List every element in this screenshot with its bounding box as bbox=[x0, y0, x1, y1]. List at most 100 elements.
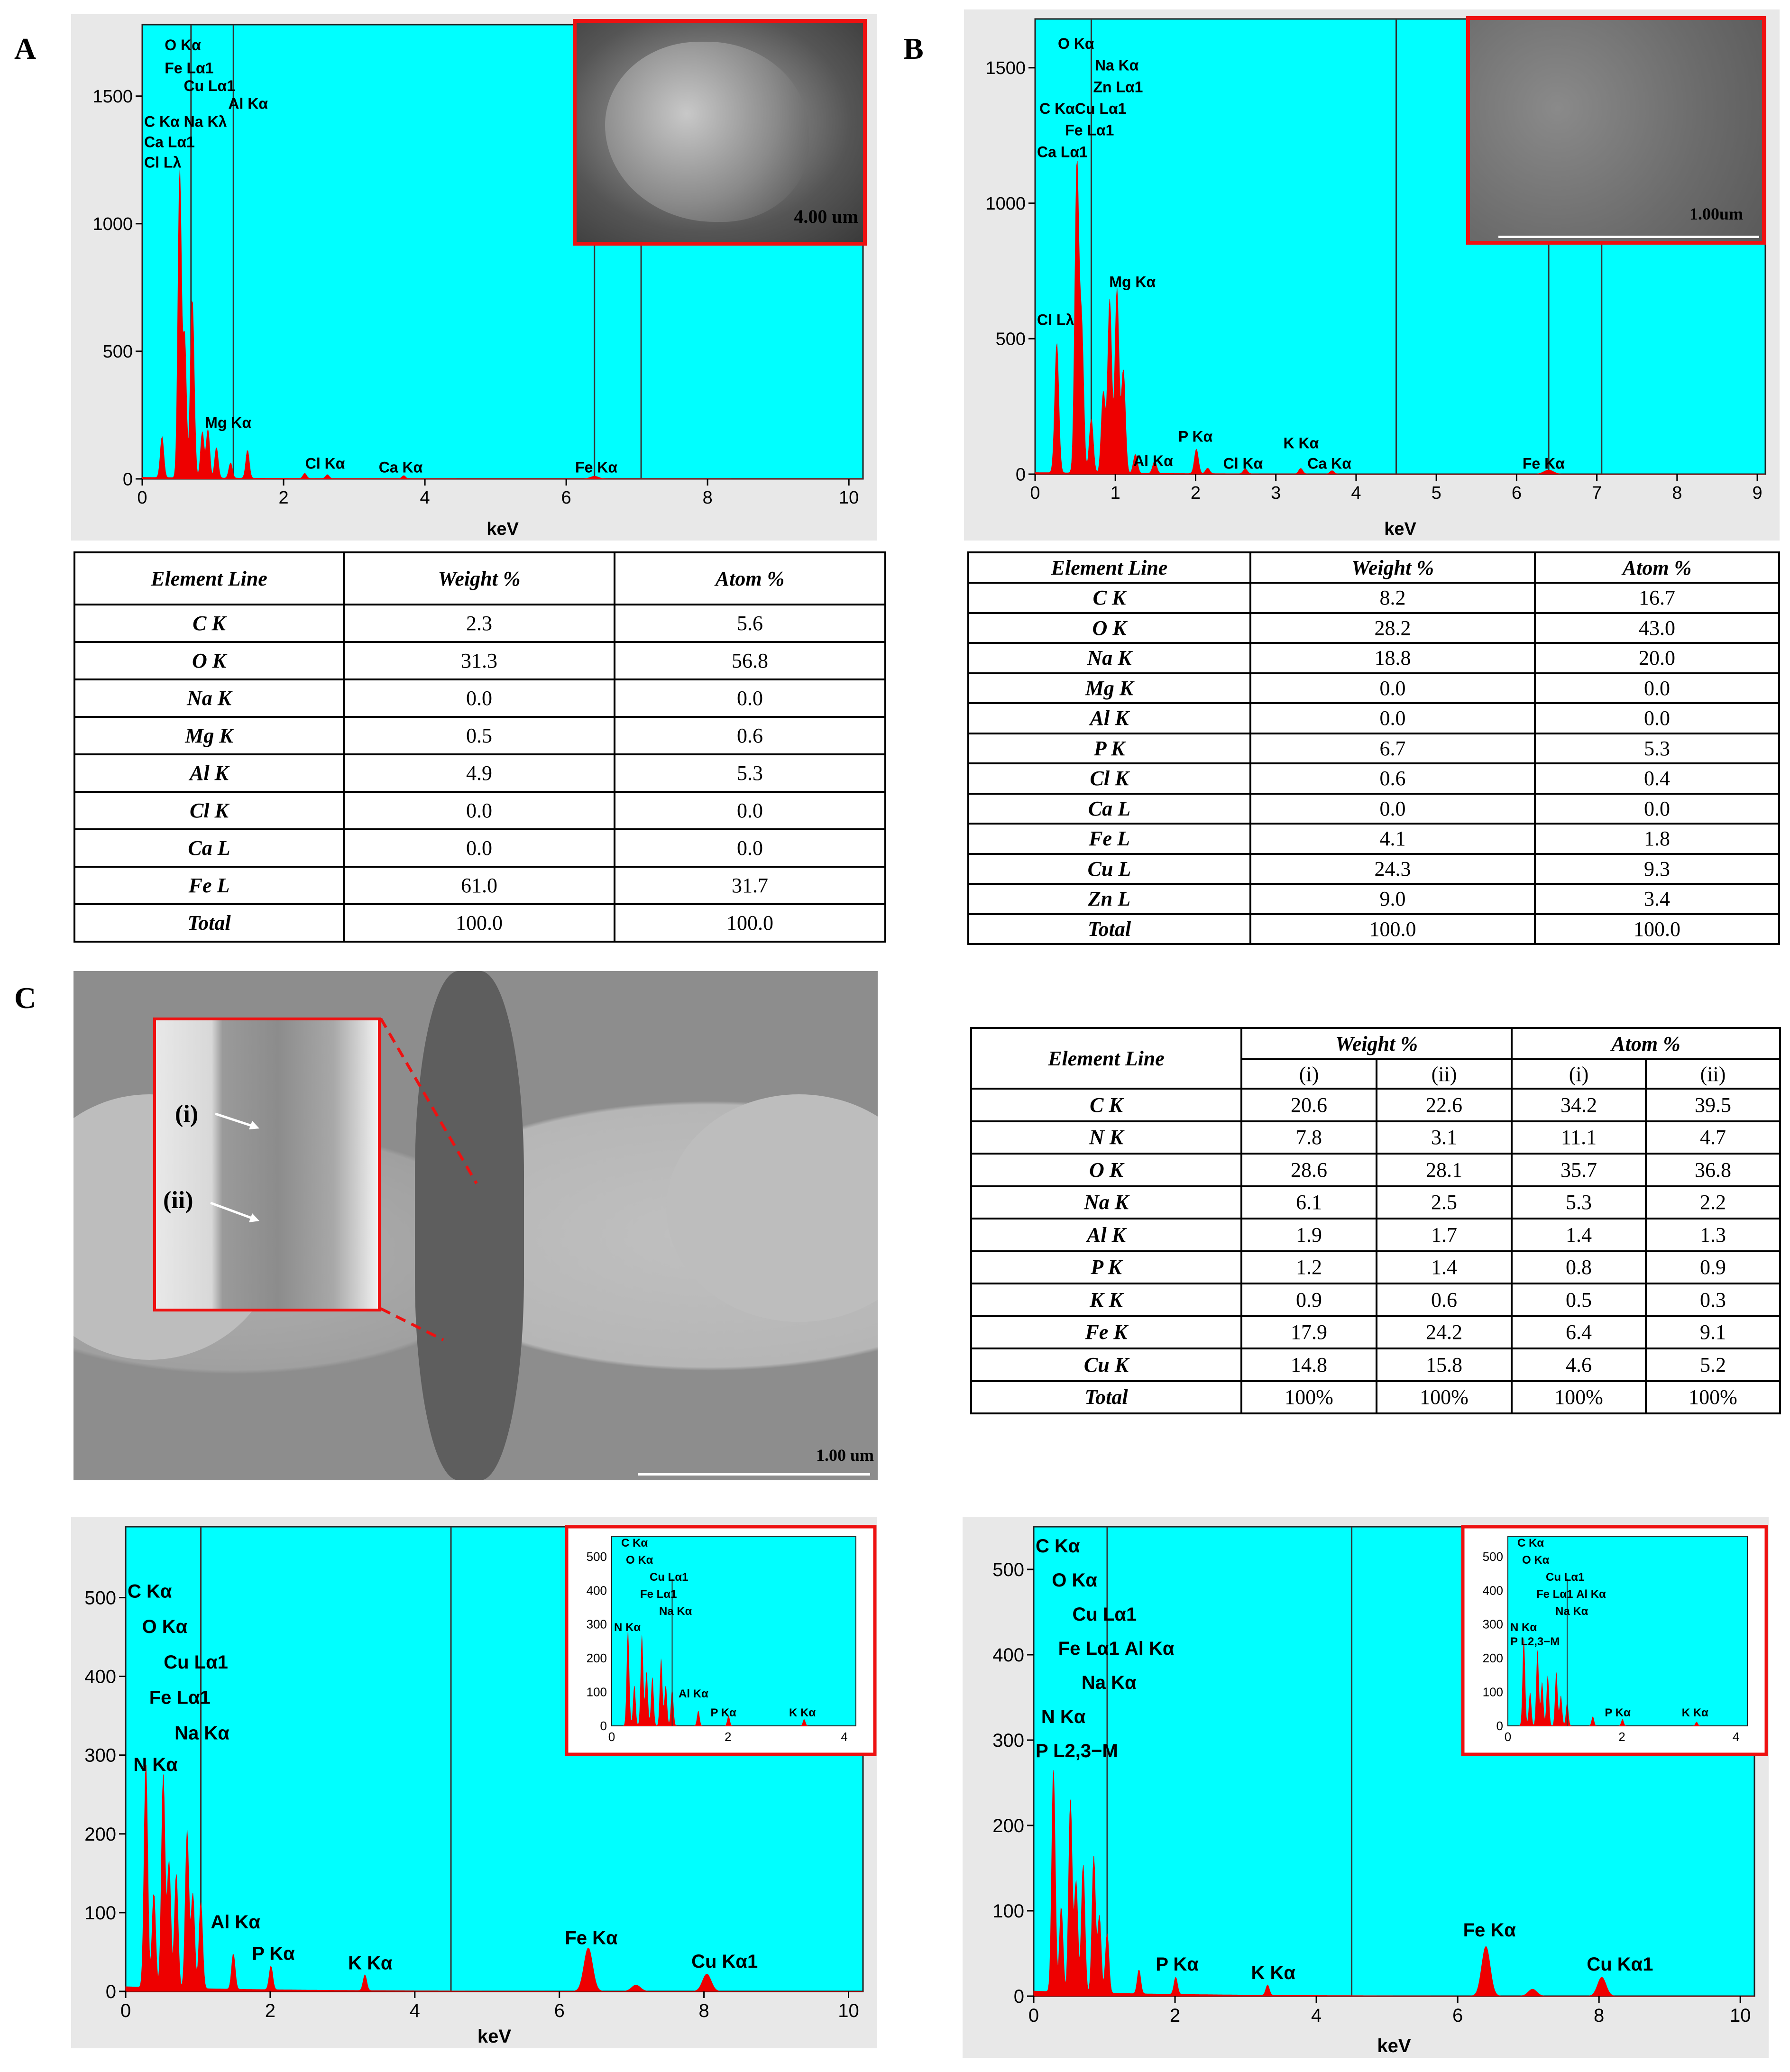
x-tick-label: 2 bbox=[1170, 2005, 1180, 2026]
point-label-i: (i) bbox=[175, 1100, 199, 1128]
value-cell: 5.3 bbox=[1534, 732, 1780, 764]
peak-label: Na Kα bbox=[1082, 1672, 1137, 1693]
y-tick-label: 500 bbox=[996, 330, 1026, 349]
peak-label: Fe Kα bbox=[1523, 455, 1565, 472]
panel-label-a: A bbox=[14, 32, 37, 65]
value-cell: 1.4 bbox=[1511, 1218, 1647, 1252]
inset-x-tick-label: 2 bbox=[1618, 1730, 1625, 1744]
x-tick-label: 4 bbox=[1351, 483, 1361, 503]
table-row: P K 6.7 5.3 bbox=[967, 732, 1780, 764]
value-cell: 0.5 bbox=[343, 716, 615, 755]
inset-x-tick-label: 4 bbox=[841, 1730, 847, 1744]
header-element-line: Element Line bbox=[967, 551, 1251, 584]
inset-peak-label: P Kα bbox=[1605, 1706, 1631, 1719]
value-cell: 100.0 bbox=[343, 903, 615, 943]
peak-label: N Kα bbox=[133, 1754, 178, 1775]
x-tick-label: 1 bbox=[1111, 483, 1120, 503]
inset-y-tick-label: 500 bbox=[587, 1549, 607, 1564]
scale-label-c: 1.00 um bbox=[816, 1446, 874, 1465]
value-cell: 20.0 bbox=[1534, 642, 1780, 674]
value-cell: 0.6 bbox=[614, 716, 886, 755]
element-line-cell: Fe K bbox=[970, 1315, 1242, 1349]
inset-peak-label: Al Kα bbox=[679, 1687, 708, 1700]
header-atom: Atom % bbox=[614, 551, 886, 605]
value-cell: 16.7 bbox=[1534, 582, 1780, 614]
table-row: Cu K 14.8 15.8 4.6 5.2 bbox=[970, 1348, 1781, 1382]
peak-label: P Kα bbox=[1156, 1954, 1199, 1975]
y-tick-label: 400 bbox=[992, 1645, 1024, 1666]
peak-label: Ca Kα bbox=[379, 459, 423, 476]
value-cell: 20.6 bbox=[1240, 1088, 1377, 1122]
x-tick-label: 2 bbox=[265, 2000, 275, 2021]
peak-label: O Kα bbox=[1052, 1570, 1097, 1591]
inset-peak-label: Na Kα bbox=[659, 1605, 692, 1618]
subheader: (ii) bbox=[1376, 1058, 1513, 1090]
inset-x-tick-label: 0 bbox=[1505, 1730, 1511, 1744]
value-cell: 1.8 bbox=[1534, 823, 1780, 855]
y-tick-label: 500 bbox=[103, 342, 133, 362]
element-line-cell: Al K bbox=[73, 753, 345, 793]
peak-label: Cl Kα bbox=[1223, 455, 1263, 472]
inset-x-tick-label: 4 bbox=[1733, 1730, 1739, 1744]
y-tick-label: 400 bbox=[84, 1667, 116, 1687]
value-cell: 0.0 bbox=[614, 678, 886, 718]
panel-label-b: B bbox=[903, 32, 924, 65]
peak-label: Cu Kα1 bbox=[1587, 1954, 1653, 1975]
value-cell: 2.2 bbox=[1644, 1185, 1781, 1219]
x-tick-label: 6 bbox=[1512, 483, 1522, 503]
peak-label: C Kα bbox=[128, 1581, 172, 1602]
point-label-ii: (ii) bbox=[163, 1187, 193, 1214]
inset-peak-label: N Kα bbox=[614, 1621, 641, 1634]
panel-label-c: C bbox=[14, 981, 37, 1015]
value-cell: 1.3 bbox=[1644, 1218, 1781, 1252]
element-line-cell: Na K bbox=[970, 1185, 1242, 1219]
table-row: P K 1.2 1.4 0.8 0.9 bbox=[970, 1250, 1781, 1284]
x-tick-label: 2 bbox=[1191, 483, 1201, 503]
value-cell: 24.3 bbox=[1249, 853, 1536, 885]
value-cell: 100.0 bbox=[614, 903, 886, 943]
element-line-cell: Al K bbox=[970, 1218, 1242, 1252]
peak-label: Na Kα bbox=[174, 1723, 229, 1743]
element-line-cell: Fe L bbox=[73, 866, 345, 905]
peak-label: Al Kα bbox=[228, 95, 268, 112]
table-row: Cu L 24.3 9.3 bbox=[967, 853, 1780, 885]
value-cell: 100.0 bbox=[1249, 913, 1536, 945]
value-cell: 36.8 bbox=[1644, 1153, 1781, 1187]
peak-label: Mg Kα bbox=[205, 414, 251, 431]
x-tick-label: 6 bbox=[561, 488, 571, 508]
value-cell: 0.6 bbox=[1249, 762, 1536, 795]
value-cell: 0.9 bbox=[1644, 1250, 1781, 1284]
x-tick-label: 10 bbox=[838, 2000, 859, 2021]
y-tick-label: 1500 bbox=[92, 87, 133, 107]
element-line-cell: Na K bbox=[967, 642, 1251, 674]
value-cell: 0.0 bbox=[343, 678, 615, 718]
inset-x-tick-label: 0 bbox=[608, 1730, 615, 1744]
peak-label: Fe Lα1 bbox=[149, 1687, 211, 1708]
value-cell: 28.1 bbox=[1376, 1153, 1513, 1187]
value-cell: 0.0 bbox=[1249, 792, 1536, 825]
peak-label: P Kα bbox=[252, 1944, 295, 1964]
value-cell: 3.4 bbox=[1534, 883, 1780, 915]
sem-image-b: 1.00um bbox=[1466, 16, 1766, 245]
header-element-line: Element Line bbox=[73, 551, 345, 605]
y-tick-label: 200 bbox=[992, 1815, 1024, 1836]
table-row: Ca L 0.0 0.0 bbox=[73, 828, 886, 868]
element-line-cell: O K bbox=[970, 1153, 1242, 1187]
y-tick-label: 200 bbox=[84, 1824, 116, 1845]
value-cell: 0.0 bbox=[1534, 702, 1780, 734]
value-cell: 7.8 bbox=[1240, 1120, 1377, 1155]
y-tick-label: 500 bbox=[84, 1587, 116, 1608]
value-cell: 8.2 bbox=[1249, 582, 1536, 614]
composition-table-a: Element Line Weight % Atom % C K 2.3 5.6 O … bbox=[73, 551, 886, 943]
value-cell: 22.6 bbox=[1376, 1088, 1513, 1122]
peak-label: N Kα bbox=[1041, 1706, 1086, 1727]
element-line-cell: Total bbox=[73, 903, 345, 943]
element-line-cell: Mg K bbox=[73, 716, 345, 755]
value-cell: 6.1 bbox=[1240, 1185, 1377, 1219]
value-cell: 1.4 bbox=[1376, 1250, 1513, 1284]
table-row: Fe L 61.0 31.7 bbox=[73, 866, 886, 905]
value-cell: 0.3 bbox=[1644, 1283, 1781, 1317]
table-row: Al K 1.9 1.7 1.4 1.3 bbox=[970, 1218, 1781, 1252]
x-tick-label: 4 bbox=[1311, 2005, 1322, 2026]
zoom-guides bbox=[379, 1018, 478, 1341]
